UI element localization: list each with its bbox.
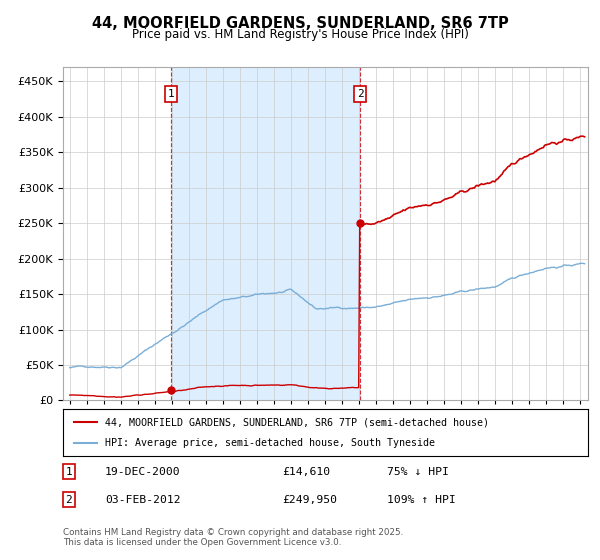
Bar [171,67,360,400]
Text: £249,950: £249,950 [282,494,337,505]
Text: 1: 1 [168,89,175,99]
Text: 75% ↓ HPI: 75% ↓ HPI [387,466,449,477]
Text: 109% ↑ HPI: 109% ↑ HPI [387,494,456,505]
Text: 03-FEB-2012: 03-FEB-2012 [105,494,181,505]
Text: HPI: Average price, semi-detached house, South Tyneside: HPI: Average price, semi-detached house,… [105,438,435,448]
Text: 1: 1 [65,466,73,477]
Text: 44, MOORFIELD GARDENS, SUNDERLAND, SR6 7TP (semi-detached house): 44, MOORFIELD GARDENS, SUNDERLAND, SR6 7… [105,417,489,427]
Text: 2: 2 [65,494,73,505]
Text: £14,610: £14,610 [282,466,330,477]
Text: 44, MOORFIELD GARDENS, SUNDERLAND, SR6 7TP: 44, MOORFIELD GARDENS, SUNDERLAND, SR6 7… [92,16,508,31]
Text: Contains HM Land Registry data © Crown copyright and database right 2025.
This d: Contains HM Land Registry data © Crown c… [63,528,403,547]
Text: Price paid vs. HM Land Registry's House Price Index (HPI): Price paid vs. HM Land Registry's House … [131,28,469,41]
Text: 19-DEC-2000: 19-DEC-2000 [105,466,181,477]
Text: 2: 2 [357,89,364,99]
